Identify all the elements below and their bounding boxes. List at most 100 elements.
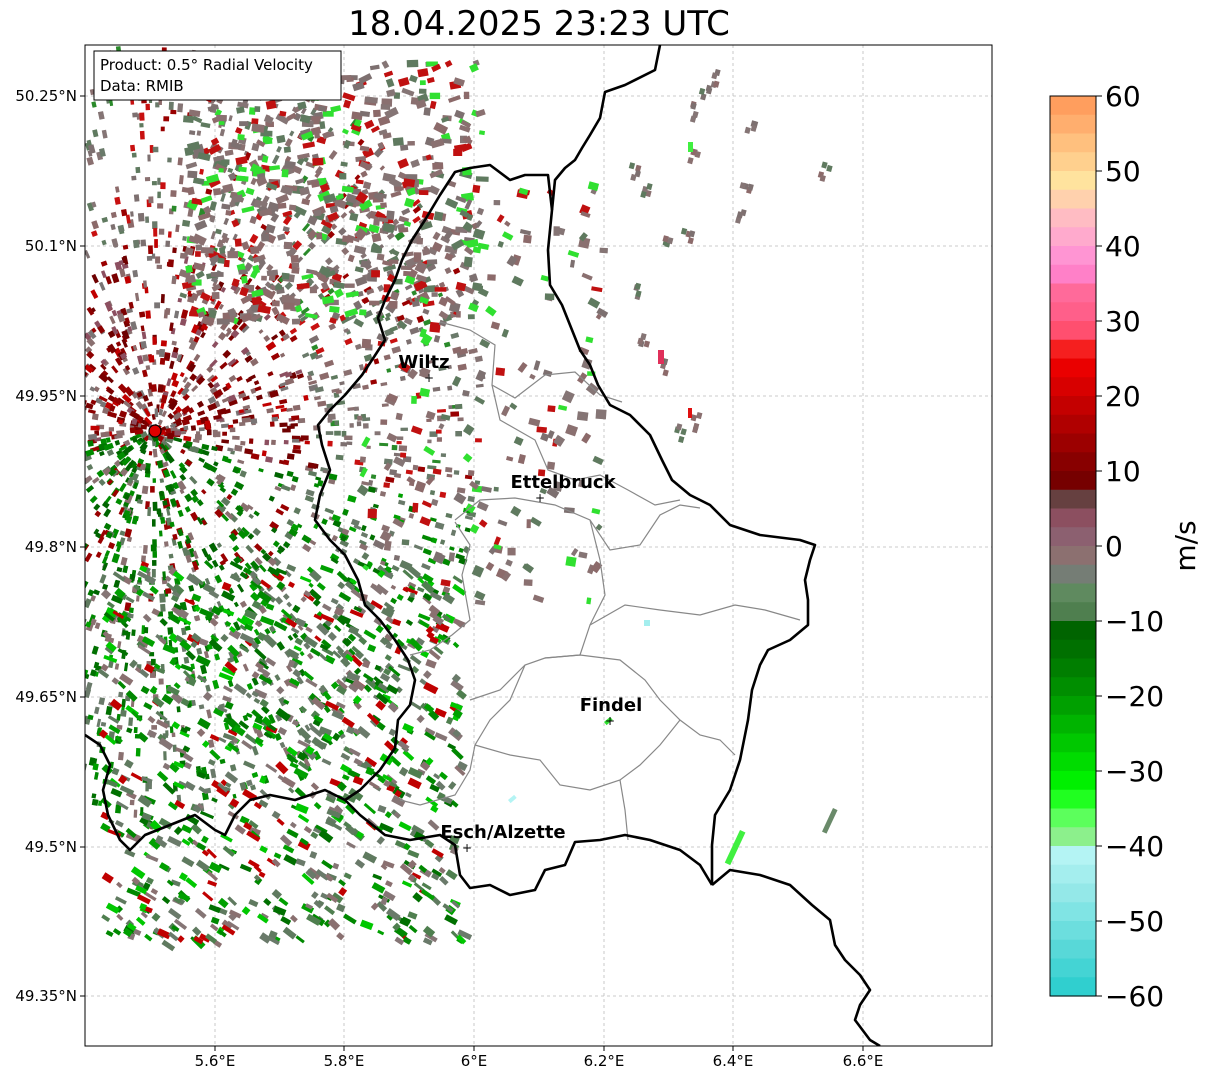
canton-boundaries <box>399 321 801 841</box>
x-tick-label: 6°E <box>461 1052 488 1070</box>
city-marker-icon: + <box>462 841 472 855</box>
colorbar-band <box>1050 752 1096 772</box>
colorbar-band <box>1050 658 1096 678</box>
colorbar-band <box>1050 508 1096 528</box>
city-esch-alzette: + Esch/Alzette <box>440 822 565 855</box>
colorbar-band <box>1050 546 1096 566</box>
y-tick-label: 49.95°N <box>15 387 77 405</box>
colorbar-band <box>1050 133 1096 153</box>
colorbar-band <box>1050 433 1096 453</box>
colorbar-band <box>1050 864 1096 885</box>
colorbar-band <box>1050 564 1096 585</box>
colorbar-band <box>1050 227 1096 247</box>
x-tick-label: 6.2°E <box>584 1052 625 1070</box>
colorbar-tick-label: −50 <box>1105 905 1164 938</box>
y-tick-label: 49.65°N <box>15 688 77 706</box>
y-axis: 50.25°N 50.1°N 49.95°N 49.8°N 49.65°N 49… <box>15 87 85 1005</box>
chart-title: 18.04.2025 23:23 UTC <box>348 4 730 44</box>
y-tick-label: 50.25°N <box>15 87 77 105</box>
colorbar-band <box>1050 696 1096 716</box>
colorbar-tick-label: 30 <box>1105 305 1141 338</box>
x-tick-label: 5.8°E <box>324 1052 365 1070</box>
colorbar-band <box>1050 396 1096 416</box>
colorbar-band <box>1050 789 1096 810</box>
colorbar-tick-label: −40 <box>1105 830 1164 863</box>
info-product: Product: 0.5° Radial Velocity <box>100 56 313 74</box>
colorbar-band <box>1050 602 1096 622</box>
colorbar-band <box>1050 489 1096 510</box>
colorbar-band <box>1050 171 1096 191</box>
colorbar-band <box>1050 846 1096 866</box>
colorbar-tick-label: −30 <box>1105 755 1164 788</box>
city-wiltz: + Wiltz <box>398 352 449 385</box>
colorbar-band <box>1050 714 1096 735</box>
colorbar-tick-label: 40 <box>1105 230 1141 263</box>
y-tick-label: 50.1°N <box>25 237 77 255</box>
colorbar-band <box>1050 321 1096 341</box>
city-label: Ettelbruck <box>510 472 616 493</box>
colorbar-band <box>1050 939 1096 960</box>
colorbar-band <box>1050 471 1096 491</box>
colorbar-band <box>1050 452 1096 472</box>
country-borders <box>85 45 881 1046</box>
city-label: Wiltz <box>398 352 449 373</box>
colorbar: 60 50 40 30 20 10 0 −10 −20 −30 −40 −50 … <box>1049 80 1202 1013</box>
colorbar-band <box>1050 771 1096 791</box>
colorbar-band <box>1050 264 1096 285</box>
city-marker-icon: + <box>424 371 434 385</box>
city-marker-icon: + <box>605 714 615 728</box>
x-axis: 5.6°E 5.8°E 6°E 6.2°E 6.4°E 6.6°E <box>195 1046 884 1070</box>
colorbar-tick-label: −20 <box>1105 680 1164 713</box>
colorbar-band <box>1050 339 1096 360</box>
colorbar-band <box>1050 377 1096 397</box>
colorbar-band <box>1050 621 1096 641</box>
colorbar-band <box>1050 283 1096 303</box>
colorbar-band <box>1050 152 1096 172</box>
colorbar-band <box>1050 114 1096 135</box>
city-findel: + Findel <box>580 695 643 728</box>
radar-echoes <box>85 46 838 952</box>
colorbar-band <box>1050 246 1096 266</box>
colorbar-band <box>1050 189 1096 210</box>
x-tick-label: 5.6°E <box>195 1052 236 1070</box>
colorbar-band <box>1050 808 1096 828</box>
map-frame <box>84 44 993 1047</box>
colorbar-band <box>1050 958 1096 978</box>
colorbar-band <box>1050 902 1096 922</box>
colorbar-tick-label: 60 <box>1105 80 1141 113</box>
colorbar-band <box>1050 414 1096 435</box>
colorbar-tick-label: 20 <box>1105 380 1141 413</box>
colorbar-band <box>1050 827 1096 847</box>
radar-site-marker <box>148 424 162 438</box>
colorbar-band <box>1050 921 1096 941</box>
colorbar-tick-label: −60 <box>1105 980 1164 1013</box>
y-tick-label: 49.5°N <box>25 838 77 856</box>
y-tick-label: 49.35°N <box>15 987 77 1005</box>
info-data-source: Data: RMIB <box>100 77 184 95</box>
info-box <box>93 50 342 101</box>
city-label: Findel <box>580 695 643 716</box>
y-tick-label: 49.8°N <box>25 538 77 556</box>
colorbar-band <box>1050 302 1096 322</box>
colorbar-band <box>1050 583 1096 603</box>
x-tick-label: 6.4°E <box>713 1052 754 1070</box>
x-tick-label: 6.6°E <box>843 1052 884 1070</box>
colorbar-band <box>1050 733 1096 753</box>
colorbar-label: m/s <box>1169 520 1202 571</box>
colorbar-band <box>1050 208 1096 228</box>
city-label: Esch/Alzette <box>440 822 565 843</box>
colorbar-band <box>1050 358 1096 378</box>
colorbar-band <box>1050 639 1096 660</box>
city-ettelbruck: + Ettelbruck <box>510 472 616 505</box>
colorbar-tick-label: 10 <box>1105 455 1141 488</box>
colorbar-band <box>1050 677 1096 697</box>
city-marker-icon: + <box>535 491 545 505</box>
colorbar-tick-label: 50 <box>1105 155 1141 188</box>
colorbar-band <box>1050 977 1096 997</box>
colorbar-band <box>1050 883 1096 903</box>
colorbar-band <box>1050 96 1096 116</box>
colorbar-tick-label: 0 <box>1105 530 1123 563</box>
colorbar-band <box>1050 527 1096 547</box>
